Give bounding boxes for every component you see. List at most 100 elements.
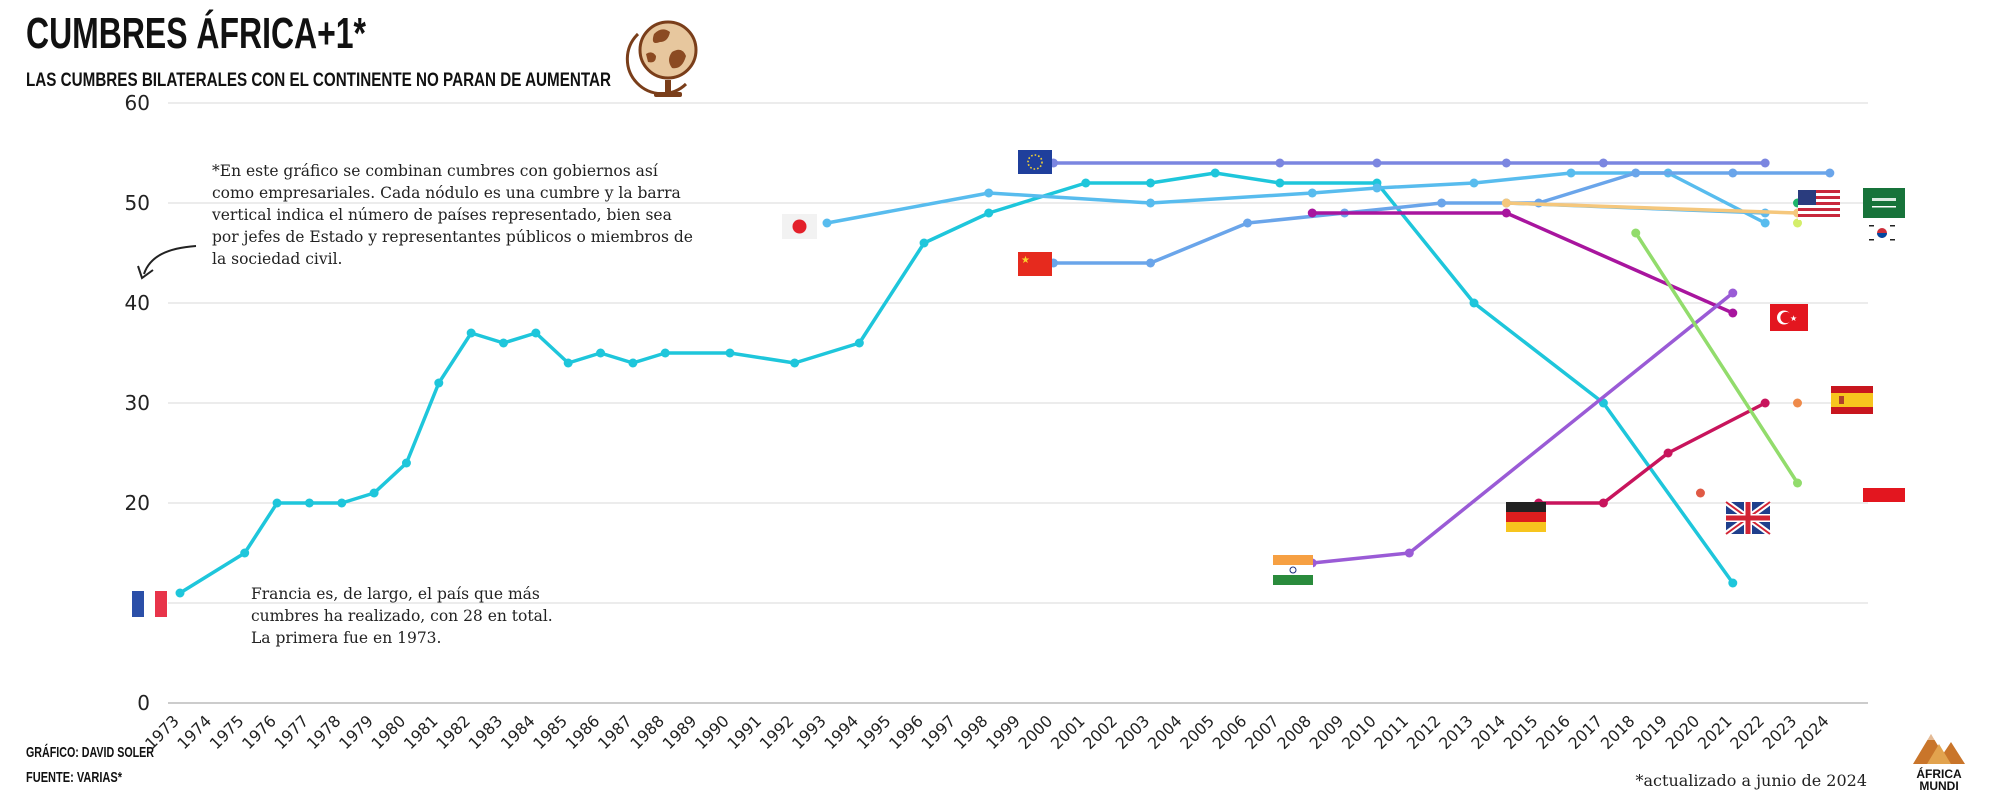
x-tick-label: 1979 — [335, 711, 377, 753]
japan-flag-icon — [782, 214, 817, 239]
data-point-francia — [304, 498, 314, 508]
data-point-turquia — [1501, 208, 1511, 218]
x-tick-label: 1992 — [756, 711, 798, 753]
data-point-francia — [466, 328, 476, 338]
data-point-alemania — [1663, 448, 1673, 458]
x-tick-label: 2010 — [1338, 711, 1380, 753]
note-arrow-icon — [143, 245, 197, 275]
data-point-japon — [1469, 178, 1479, 188]
data-point-francia — [434, 378, 444, 388]
france-annotation: Francia es, de largo, el país que más cu… — [251, 585, 553, 647]
data-point-alemania — [1598, 498, 1608, 508]
spain-flag-icon — [1831, 386, 1873, 414]
poland-flag-icon — [1863, 488, 1905, 502]
x-tick-label: 1986 — [562, 711, 604, 753]
note-line: vertical indica el número de países repr… — [211, 206, 672, 224]
x-tick-label: 1975 — [206, 711, 248, 753]
x-tick-label: 2013 — [1435, 711, 1477, 753]
x-tick-label: 1982 — [432, 711, 474, 753]
x-tick-label: 1997 — [918, 711, 960, 753]
data-point-francia — [401, 458, 411, 468]
data-point-francia — [628, 358, 638, 368]
data-point-china — [1243, 218, 1253, 228]
data-point-china — [1825, 168, 1835, 178]
data-point-espana-dot — [1793, 398, 1802, 408]
x-tick-label: 1987 — [594, 711, 636, 753]
data-point-japon — [822, 218, 832, 228]
x-tick-label: 1983 — [465, 711, 507, 753]
svg-text:★: ★ — [1021, 255, 1030, 266]
series-line-turquia — [1310, 211, 1735, 315]
x-tick-label: 2017 — [1565, 711, 1607, 753]
credit-text: GRÁFICO: DAVID SOLER — [26, 744, 154, 761]
x-tick-label: 2015 — [1500, 711, 1542, 753]
note-line: *En este gráfico se combinan cumbres con… — [212, 162, 659, 180]
saudi-flag-icon — [1863, 188, 1905, 218]
x-tick-label: 2008 — [1273, 711, 1315, 753]
x-axis-labels: 1973197419751976197719781979198019811982… — [141, 711, 1833, 753]
data-point-francia — [919, 238, 929, 248]
france-flag-icon — [132, 591, 167, 617]
y-tick-label: 40 — [125, 291, 150, 315]
x-tick-label: 1999 — [982, 711, 1024, 753]
x-tick-label: 1985 — [529, 711, 571, 753]
x-tick-label: 2011 — [1370, 711, 1412, 753]
data-point-corea-dot — [1793, 218, 1802, 228]
data-point-turquia — [1728, 308, 1738, 318]
data-point-francia — [790, 358, 800, 368]
x-tick-label: 1976 — [238, 711, 280, 753]
x-tick-label: 2022 — [1726, 711, 1768, 753]
x-tick-label: 1993 — [788, 711, 830, 753]
data-point-francia — [596, 348, 606, 358]
germany-flag-icon — [1506, 502, 1546, 532]
data-point-india — [1404, 548, 1414, 558]
x-tick-label: 2005 — [1176, 711, 1218, 753]
data-point-ue — [1372, 158, 1382, 168]
data-point-francia — [369, 488, 379, 498]
france-line: Francia es, de largo, el país que más — [251, 585, 540, 603]
x-tick-label: 1995 — [853, 711, 895, 753]
y-tick-label: 50 — [125, 191, 150, 215]
x-tick-label: 2004 — [1144, 711, 1186, 753]
x-tick-label: 1980 — [368, 711, 410, 753]
y-tick-label: 30 — [125, 391, 150, 415]
data-point-francia — [1146, 178, 1155, 188]
note-line: por jefes de Estado y representantes púb… — [212, 228, 693, 246]
x-tick-label: 2020 — [1662, 711, 1704, 753]
usa-flag-icon — [1798, 190, 1840, 220]
data-point-japon — [1760, 218, 1770, 228]
x-tick-label: 1996 — [885, 711, 927, 753]
svg-text:★: ★ — [1790, 314, 1797, 323]
x-tick-label: 2009 — [1306, 711, 1348, 753]
x-tick-label: 2012 — [1403, 711, 1445, 753]
data-point-francia — [1210, 168, 1220, 178]
data-point-reino-unido — [1695, 488, 1705, 498]
updated-note: *actualizado a junio de 2024 — [1636, 771, 1867, 790]
data-point-japon — [1566, 168, 1576, 178]
note-arrowhead-icon — [137, 265, 154, 280]
data-point-ue — [1275, 158, 1285, 168]
data-point-francia — [854, 338, 864, 348]
data-point-china — [1631, 168, 1641, 178]
note-line: como empresariales. Cada nódulo es una c… — [212, 184, 681, 202]
page-subtitle: LAS CUMBRES BILATERALES CON EL CONTINENT… — [26, 70, 611, 91]
data-point-china — [1437, 198, 1447, 208]
x-tick-label: 1991 — [723, 711, 765, 753]
data-point-francia — [1469, 298, 1479, 308]
data-point-francia — [1081, 178, 1091, 188]
x-tick-label: 2000 — [1015, 711, 1057, 753]
india-flag-icon — [1273, 555, 1313, 585]
x-tick-label: 1988 — [626, 711, 668, 753]
data-point-corea — [1793, 478, 1802, 488]
data-point-japon — [1307, 188, 1317, 198]
china-flag-icon: ★ — [1018, 252, 1052, 276]
x-tick-label: 2019 — [1629, 711, 1671, 753]
data-point-india — [1728, 288, 1738, 298]
data-point-francia — [563, 358, 573, 368]
x-tick-label: 2016 — [1532, 711, 1574, 753]
x-tick-label: 1994 — [820, 711, 862, 753]
series-line-japon — [825, 171, 1767, 225]
x-tick-label: 1977 — [271, 711, 313, 753]
x-tick-label: 2007 — [1241, 711, 1283, 753]
